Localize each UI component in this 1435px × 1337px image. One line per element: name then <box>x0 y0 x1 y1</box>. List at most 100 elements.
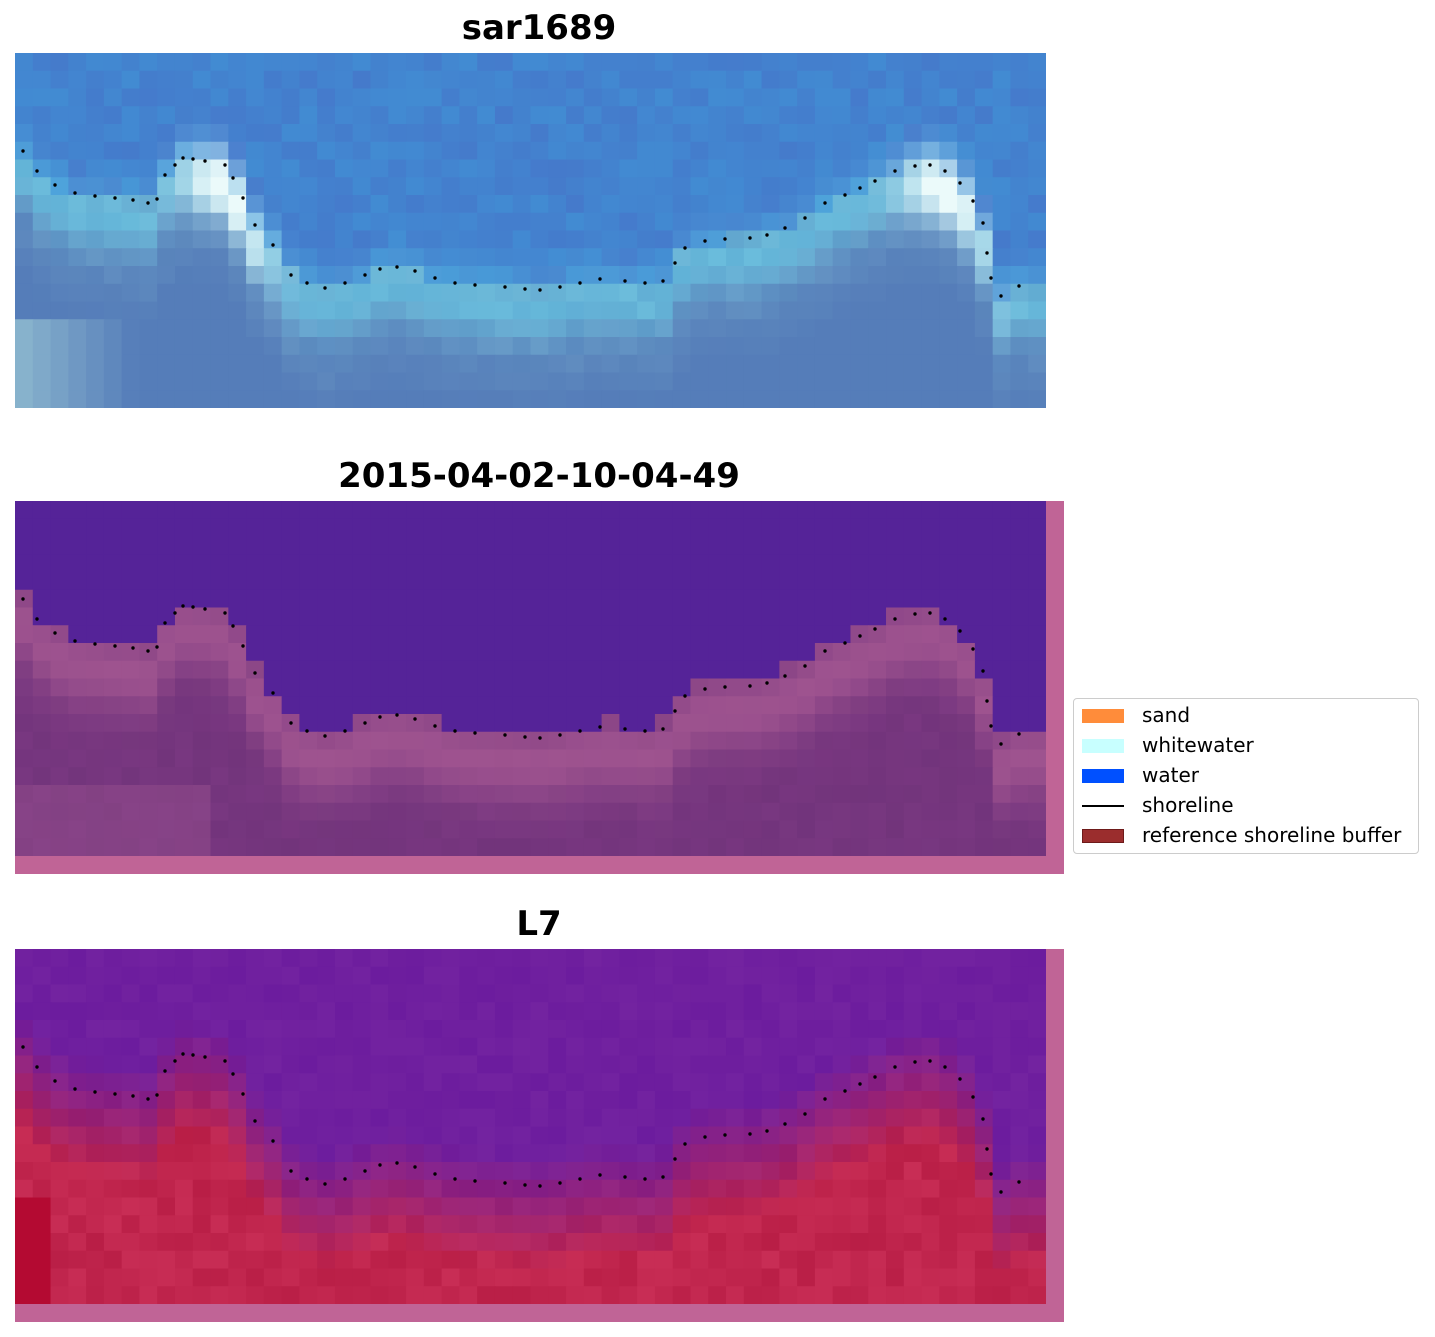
image-pixel <box>441 1091 460 1110</box>
image-pixel <box>708 838 727 857</box>
image-pixel <box>103 124 123 143</box>
image-pixel <box>299 1250 318 1270</box>
image-pixel <box>974 1286 994 1305</box>
image-pixel <box>388 607 407 626</box>
image-pixel <box>726 1037 745 1057</box>
image-pixel <box>15 1126 34 1145</box>
image-pixel <box>566 106 585 125</box>
image-pixel <box>406 625 425 644</box>
image-pixel <box>779 1091 798 1110</box>
image-pixel <box>139 949 158 968</box>
image-pixel <box>690 589 709 609</box>
image-pixel <box>637 319 656 338</box>
image-pixel <box>992 572 1012 591</box>
image-pixel <box>281 141 301 161</box>
image-pixel <box>299 696 318 715</box>
image-pixel <box>886 212 905 232</box>
image-pixel <box>566 660 585 680</box>
shoreline-point <box>999 294 1003 298</box>
image-pixel <box>512 319 532 338</box>
image-pixel <box>761 572 780 591</box>
image-pixel <box>32 88 52 107</box>
image-pixel <box>423 1055 443 1074</box>
image-pixel <box>619 88 638 107</box>
image-pixel <box>814 838 834 857</box>
image-pixel <box>121 1126 141 1145</box>
image-pixel <box>352 88 372 107</box>
image-pixel <box>619 749 638 768</box>
shoreline-point <box>661 1175 665 1179</box>
image-pixel <box>814 301 834 320</box>
image-pixel <box>779 1197 798 1216</box>
image-pixel <box>334 589 354 609</box>
image-pixel <box>548 1250 567 1270</box>
image-pixel <box>530 301 549 320</box>
image-pixel <box>494 283 514 303</box>
image-pixel <box>423 785 443 804</box>
image-pixel <box>601 106 620 125</box>
image-pixel <box>423 177 443 196</box>
image-pixel <box>32 124 52 143</box>
image-pixel <box>174 625 194 644</box>
image-pixel <box>68 643 87 662</box>
image-pixel <box>32 518 52 538</box>
image-pixel <box>15 749 34 768</box>
image-pixel <box>423 607 443 626</box>
image-pixel <box>86 88 105 107</box>
image-pixel <box>370 337 389 356</box>
image-pixel <box>726 625 745 644</box>
image-pixel <box>637 1233 656 1252</box>
image-pixel <box>352 1179 372 1199</box>
image-pixel <box>566 767 585 786</box>
image-pixel <box>903 678 923 697</box>
image-pixel <box>637 643 656 662</box>
image-pixel <box>548 1286 567 1305</box>
image-pixel <box>726 714 745 733</box>
image-pixel <box>210 714 229 733</box>
image-pixel <box>601 70 620 90</box>
image-pixel <box>992 554 1012 573</box>
image-pixel <box>1010 1233 1029 1252</box>
image-pixel <box>850 248 869 267</box>
image-pixel <box>68 301 87 320</box>
image-pixel <box>121 1108 141 1128</box>
image-pixel <box>814 1144 834 1163</box>
image-pixel <box>370 1233 389 1252</box>
image-pixel <box>832 1233 852 1252</box>
image-pixel <box>903 53 923 72</box>
image-pixel <box>32 1162 52 1181</box>
image-pixel <box>317 643 336 662</box>
image-pixel <box>957 177 976 196</box>
image-pixel <box>939 1126 958 1145</box>
image-pixel <box>548 1144 567 1163</box>
image-pixel <box>886 159 905 178</box>
image-pixel <box>228 1055 247 1074</box>
image-pixel <box>299 1002 318 1021</box>
image-pixel <box>423 984 443 1003</box>
image-pixel <box>583 731 603 751</box>
image-pixel <box>246 1073 265 1092</box>
shoreline-point <box>53 631 57 635</box>
shoreline-point <box>93 194 97 198</box>
image-pixel <box>157 802 176 822</box>
image-pixel <box>530 1002 549 1021</box>
image-pixel <box>726 1162 745 1181</box>
image-pixel <box>566 1286 585 1305</box>
image-pixel <box>850 1215 869 1234</box>
image-pixel <box>192 501 212 520</box>
image-pixel <box>423 572 443 591</box>
image-pixel <box>939 1144 958 1163</box>
image-pixel <box>939 749 958 768</box>
image-pixel <box>32 1108 52 1128</box>
image-pixel <box>370 838 389 857</box>
image-pixel <box>779 372 798 391</box>
image-pixel <box>1010 949 1029 968</box>
image-pixel <box>779 1108 798 1128</box>
image-pixel <box>334 607 354 626</box>
image-pixel <box>494 1055 514 1074</box>
image-pixel <box>939 572 958 591</box>
image-pixel <box>832 518 852 538</box>
image-pixel <box>619 554 638 573</box>
image-pixel <box>530 266 549 285</box>
image-pixel <box>921 607 940 626</box>
